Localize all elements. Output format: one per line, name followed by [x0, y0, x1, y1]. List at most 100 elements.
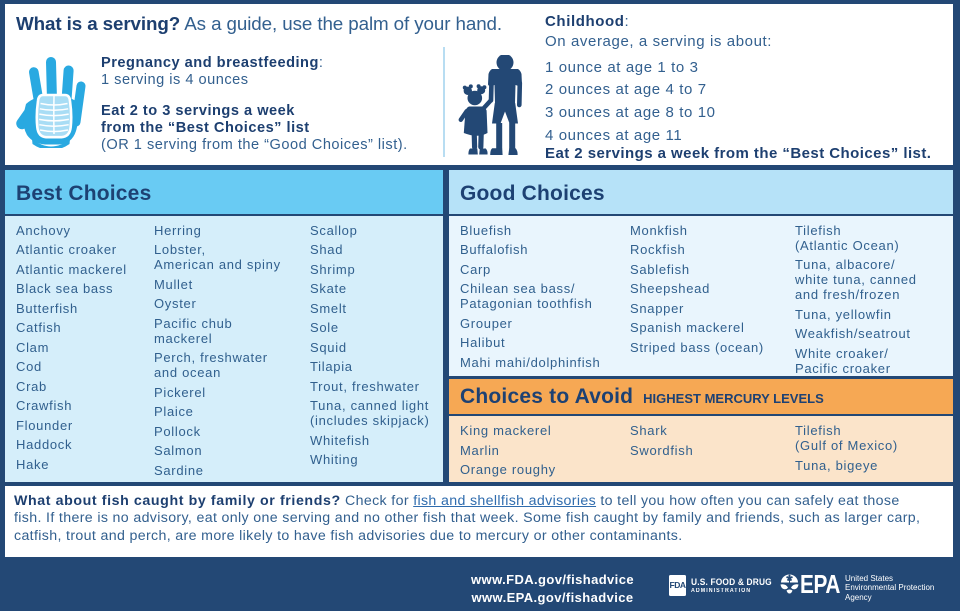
fish-item: Cod: [16, 359, 42, 374]
spacer: [101, 89, 408, 103]
pregnancy-advice-note: (OR 1 serving from the “Good Choices” li…: [101, 136, 408, 153]
childhood-heading: Childhood:: [545, 12, 931, 31]
fish-item: Anchovy: [16, 222, 71, 238]
fish-advisories-link[interactable]: fish and shellfish advisories: [413, 492, 597, 509]
epa-flower-icon: [780, 574, 799, 594]
epa-text-line3: Agency: [845, 592, 872, 602]
fish-item: Lobster, American and spiny: [154, 242, 281, 272]
epa-text-line1: United States: [845, 574, 894, 583]
fish-item: Sheepshead: [630, 281, 711, 296]
fish-item: Pollock: [154, 423, 201, 439]
fish-item: Clam: [16, 339, 50, 355]
avoid-subtitle: HIGHEST MERCURY LEVELS: [643, 391, 824, 406]
fish-item: Carp: [460, 261, 491, 277]
epa-url: www.EPA.gov/fishadvice: [471, 589, 634, 605]
serving-section-divider: [443, 47, 445, 157]
serving-title: What is a serving? As a guide, use the p…: [16, 12, 502, 35]
best-choices-column-1: Anchovy Atlantic croaker Atlantic mackerel…: [16, 216, 154, 476]
fish-item: Sole: [310, 320, 339, 335]
best-choices-header: Best Choices: [5, 170, 443, 214]
pregnancy-advice-line1: Eat 2 to 3 servings a week: [101, 102, 295, 119]
list-bottom-rule: [0, 482, 960, 486]
fish-item: King mackerel: [460, 423, 552, 438]
fish-item: Pacific chub mackerel: [154, 315, 233, 346]
fish-item: Smelt: [310, 300, 347, 316]
children-silhouette-icon: [458, 55, 523, 155]
epa-text-line2: Environmental Protection: [845, 583, 935, 593]
fish-item: Weakfish/seatrout: [795, 326, 911, 341]
fish-item: Squid: [310, 339, 347, 355]
fda-logo-name: U.S. FOOD & DRUG: [690, 576, 772, 588]
fish-item: Tuna, bigeye: [795, 457, 879, 473]
avoid-header: Choices to Avoid HIGHEST MERCURY LEVELS: [449, 379, 953, 414]
avoid-title: Choices to Avoid HIGHEST MERCURY LEVELS: [460, 384, 824, 411]
childhood-advice-block: Childhood: On average, a serving is abou…: [545, 12, 931, 162]
fish-item: Tilapia: [310, 359, 353, 374]
pregnancy-advice-line2: from the “Best Choices” list: [101, 119, 310, 136]
pregnancy-heading-colon: :: [318, 55, 324, 72]
childhood-serving-line: 4 ounces at age 11: [545, 126, 683, 144]
fish-item: Skate: [310, 281, 347, 296]
fda-logo-icon: FDA: [669, 574, 686, 596]
qa-section: What about fish caught by family or frie…: [5, 486, 953, 557]
avoid-rule: [449, 414, 953, 416]
best-choices-rule: [5, 214, 443, 216]
best-choices-column-3: Scallop Shad Shrimp Skate Smelt Sole Squid Tila…: [310, 216, 443, 472]
fda-logo-sub: ADMINISTRATION: [690, 588, 751, 595]
fish-item: Spanish mackerel: [630, 320, 745, 335]
childhood-heading-colon: :: [624, 13, 630, 31]
fish-item: Oyster: [154, 296, 197, 311]
best-choices-column-2: Herring Lobster, American and spiny Mullet…: [154, 216, 310, 482]
footer: www.FDA.gov/fishadvice www.EPA.gov/fisha…: [0, 557, 960, 611]
frame-border-left: [0, 0, 5, 557]
fish-item: Grouper: [460, 315, 513, 331]
fish-item: Perch, freshwater and ocean: [154, 350, 268, 380]
qa-post-link: to tell you how often you can safely eat…: [14, 492, 921, 544]
fish-item: Whitefish: [310, 432, 370, 448]
childhood-serving-list: 1 ounce at age 1 to 3 2 ounces at age 4 t…: [545, 57, 931, 148]
fish-item: Crawfish: [16, 398, 73, 413]
fish-item: Shad: [310, 242, 344, 257]
childhood-serving-line: 1 ounce at age 1 to 3: [545, 58, 699, 76]
fish-item: Marlin: [460, 442, 500, 458]
fish-item: Black sea bass: [16, 281, 114, 296]
pregnancy-advice-block: Pregnancy and breastfeeding: 1 serving i…: [101, 55, 408, 154]
fish-item: Buffalofish: [460, 242, 529, 257]
fish-item: Butterfish: [16, 300, 78, 316]
fish-item: Monkfish: [630, 222, 688, 238]
fish-item: Tuna, albacore/ white tuna, canned and f…: [795, 257, 917, 302]
best-choices-list: Anchovy Atlantic croaker Atlantic mackerel…: [5, 216, 443, 482]
pregnancy-heading-bold: Pregnancy and breastfeeding: [101, 55, 319, 72]
fish-item: Crab: [16, 378, 47, 394]
fish-item: Tilefish (Gulf of Mexico): [795, 423, 898, 453]
palm-serving-icon: [16, 57, 86, 148]
frame-border-top: [0, 0, 960, 4]
fish-item: Striped bass (ocean): [630, 339, 764, 355]
good-choices-header: Good Choices: [449, 170, 953, 214]
fish-item: Tuna, canned light (includes skipjack): [310, 398, 430, 428]
fish-item: Hake: [16, 456, 50, 472]
best-choices-title: Best Choices: [16, 181, 152, 205]
fish-item: Salmon: [154, 443, 203, 458]
section-divider-band: [0, 165, 960, 170]
fish-item: Chilean sea bass/ Patagonian toothfish: [460, 281, 593, 311]
serving-title-question: What is a serving?: [16, 12, 181, 34]
avoid-title-text: Choices to Avoid: [460, 385, 634, 408]
bottom-margin: [0, 611, 960, 613]
panel-divider: [443, 170, 449, 482]
fish-item: Sardine: [154, 462, 204, 478]
fish-item: Halibut: [460, 335, 506, 350]
fish-item: Catfish: [16, 320, 62, 335]
fish-item: Shrimp: [310, 261, 356, 277]
fish-item: Plaice: [154, 404, 194, 419]
avoid-column-3: Tilefish (Gulf of Mexico) Tuna, bigeye: [795, 416, 953, 477]
fish-item: Tilefish (Atlantic Ocean): [795, 222, 900, 253]
footer-urls: www.FDA.gov/fishadvice www.EPA.gov/fisha…: [440, 571, 665, 607]
avoid-list: King mackerel Marlin Orange roughy Shark Sw…: [449, 416, 953, 482]
avoid-column-1: King mackerel Marlin Orange roughy: [460, 416, 630, 482]
good-choices-column-1: Bluefish Buffalofish Carp Chilean sea bass/…: [460, 216, 630, 374]
fish-item: Mahi mahi/dolphinfish: [460, 354, 601, 370]
childhood-advice: Eat 2 servings a week from the “Best Cho…: [545, 144, 932, 162]
fish-item: Tuna, yellowfin: [795, 306, 892, 322]
